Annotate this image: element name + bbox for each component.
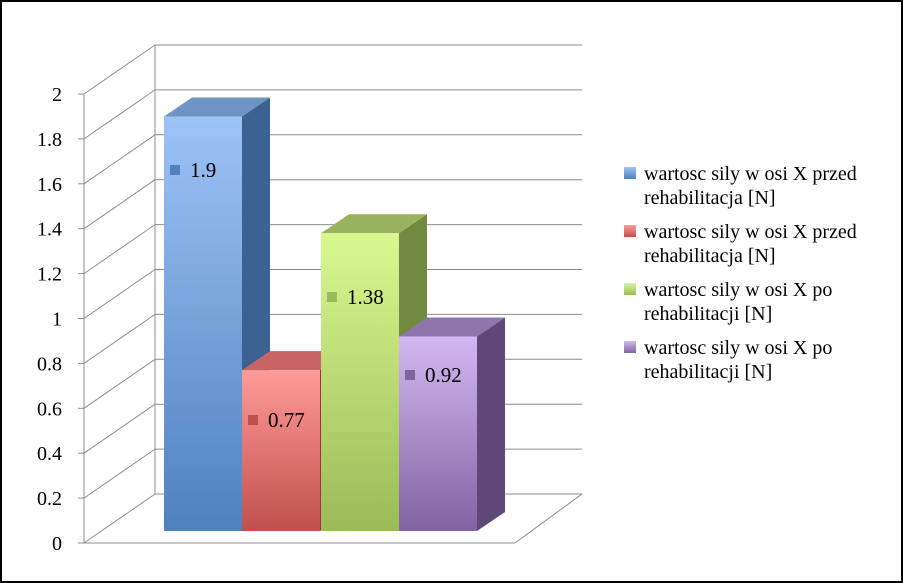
legend-swatch-1 [624, 225, 636, 237]
data-label-0: 1.9 [190, 158, 216, 182]
y-tick-label: 0 [52, 533, 62, 555]
bar-0 [164, 116, 242, 531]
legend-item-2: wartosc sily w osi X po rehabilitacji [N… [624, 278, 894, 326]
floor-right-edge [514, 493, 583, 544]
legend-swatch-3 [624, 341, 636, 353]
data-label-marker-2 [327, 292, 337, 302]
gridline-diagonal [83, 134, 156, 185]
y-tick-label: 1.6 [37, 174, 62, 196]
legend-label-1: wartosc sily w osi X przed rehabilitacja… [644, 221, 857, 267]
legend-swatch-2 [624, 283, 636, 295]
gridline-diagonal [83, 313, 156, 364]
gridline-diagonal [83, 493, 156, 544]
gridline-diagonal [83, 448, 156, 499]
y-tick-label: 0.8 [37, 353, 62, 375]
y-tick-label: 1 [52, 309, 62, 331]
bar-side-3 [477, 317, 505, 531]
data-label-marker-0 [170, 165, 180, 175]
legend-item-0: wartosc sily w osi X przed rehabilitacja… [624, 162, 894, 210]
legend-label-0: wartosc sily w osi X przed rehabilitacja… [644, 163, 857, 209]
bar-top-3 [399, 317, 505, 337]
bar-1 [242, 370, 320, 531]
legend-swatch-0 [624, 167, 636, 179]
y-tick-label: 0.6 [37, 398, 62, 420]
legend-label-3: wartosc sily w osi X po rehabilitacji [N… [644, 337, 833, 383]
gridline-diagonal [83, 44, 156, 95]
gridline-diagonal [83, 89, 156, 140]
bar-3 [399, 336, 477, 531]
data-label-1: 0.77 [268, 408, 305, 432]
legend-label-2: wartosc sily w osi X po rehabilitacji [N… [644, 279, 833, 325]
data-label-3: 0.92 [425, 363, 462, 387]
y-tick-label: 1.4 [37, 219, 62, 241]
gridline-diagonal [83, 269, 156, 319]
y-tick-label: 0.4 [37, 443, 62, 465]
y-tick-label: 2 [52, 84, 62, 106]
bar-2 [321, 233, 399, 531]
chart-legend: wartosc sily w osi X przed rehabilitacja… [624, 162, 894, 394]
legend-item-1: wartosc sily w osi X przed rehabilitacja… [624, 220, 894, 268]
bar-top-0 [164, 97, 270, 117]
gridline-diagonal [83, 224, 156, 275]
gridline-diagonal [83, 358, 156, 409]
data-label-marker-1 [248, 415, 258, 425]
gridline-diagonal [83, 403, 156, 454]
legend-item-3: wartosc sily w osi X po rehabilitacji [N… [624, 336, 894, 384]
y-tick-label: 1.8 [37, 129, 62, 151]
y-tick-label: 0.2 [37, 488, 62, 510]
y-tick-label: 1.2 [37, 264, 62, 286]
data-label-2: 1.38 [347, 285, 384, 309]
gridline-diagonal [83, 179, 156, 230]
bar-top-2 [321, 214, 427, 234]
data-label-marker-3 [405, 370, 415, 380]
